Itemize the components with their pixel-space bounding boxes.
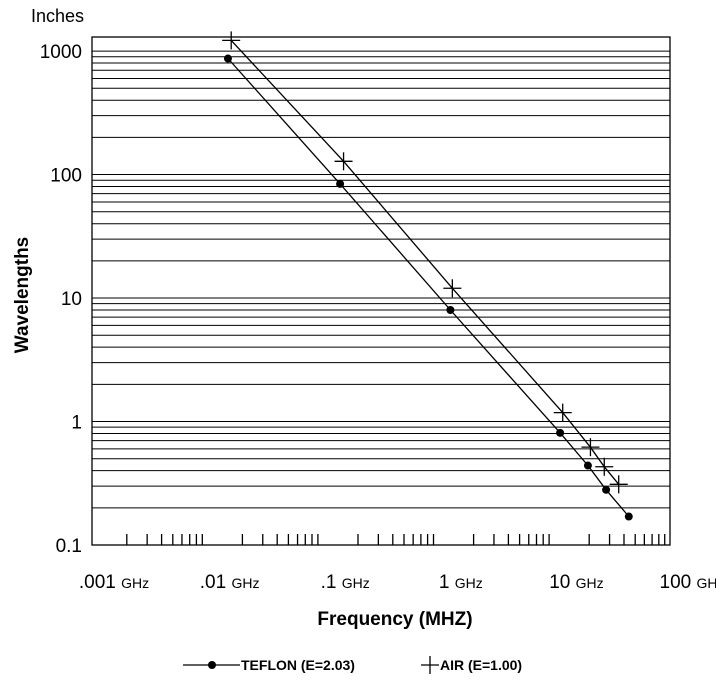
x-tick-label: .01 GHz <box>200 572 260 593</box>
y-tick-label: 0.1 <box>56 536 82 557</box>
y-axis-title: Wavelengths <box>12 237 33 354</box>
legend-teflon-label: TEFLON (E=2.03) <box>241 657 355 673</box>
data-point-dot <box>556 428 565 437</box>
y-tick-label: 1 <box>71 413 82 434</box>
legend-teflon-marker <box>208 661 216 669</box>
data-point-dot <box>602 485 611 494</box>
data-point-plus <box>553 403 572 422</box>
data-point-dot <box>624 512 633 521</box>
grid <box>92 50 670 509</box>
data-point-plus <box>595 457 614 476</box>
x-tick-label: 100 GHz <box>660 572 716 593</box>
x-tick-label: 1 GHz <box>439 572 483 593</box>
plot-frame <box>91 36 671 546</box>
data-point-plus <box>334 152 353 171</box>
y-tick-label: 10 <box>61 289 82 310</box>
y-tick-label: 1000 <box>40 42 82 63</box>
series-line-0 <box>227 58 630 517</box>
data-point-plus <box>222 31 241 50</box>
data-point-plus <box>609 475 628 494</box>
legend-air-label: AIR (E=1.00) <box>440 657 522 673</box>
x-tick-label: .001 GHz <box>79 572 149 593</box>
x-tick-label: 10 GHz <box>549 572 603 593</box>
data-point-dot <box>583 461 592 470</box>
x-axis-title: Frequency (MHZ) <box>317 609 472 630</box>
series <box>222 31 633 521</box>
series-line-1 <box>230 39 620 485</box>
data-point-dot <box>446 306 455 315</box>
y-unit-label: Inches <box>31 6 84 26</box>
y-axis: 1000 100 10 1 0.1 <box>40 42 82 557</box>
legend: TEFLON (E=2.03) AIR (E=1.00) <box>183 656 522 674</box>
legend-item-air: AIR (E=1.00) <box>421 656 522 674</box>
data-point-plus <box>443 279 462 298</box>
y-tick-label: 100 <box>50 166 82 187</box>
x-axis: .001 GHz .01 GHz .1 GHz 1 GHz 10 GHz 100 GHz <box>79 534 716 593</box>
data-point-dot <box>223 54 232 63</box>
data-point-plus <box>581 438 600 457</box>
legend-item-teflon: TEFLON (E=2.03) <box>183 657 355 673</box>
data-point-dot <box>336 179 345 188</box>
x-tick-label: .1 GHz <box>321 572 370 593</box>
